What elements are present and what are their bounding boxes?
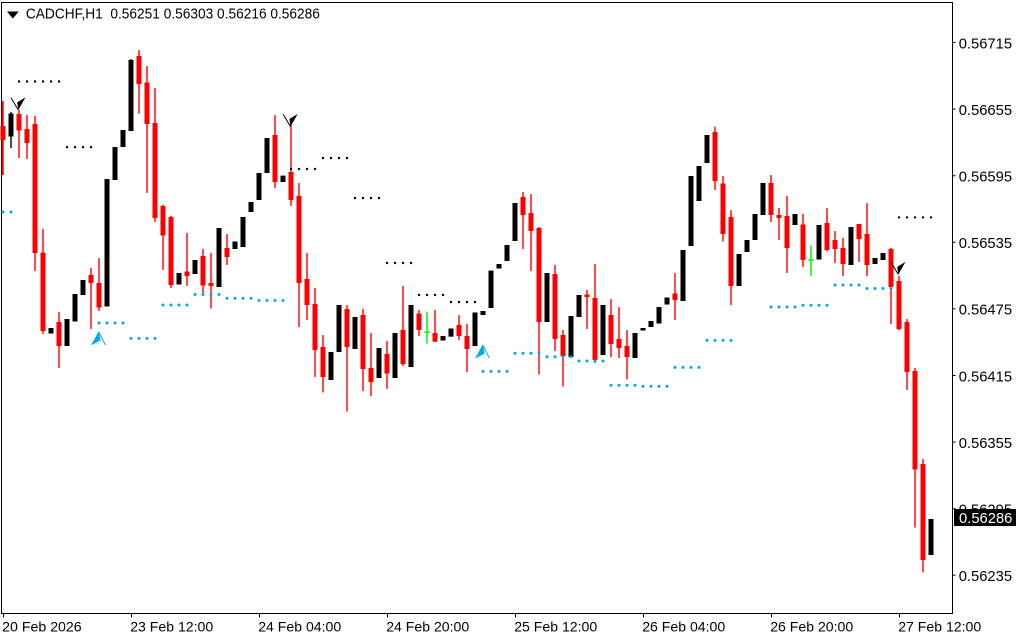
svg-text:0.56286: 0.56286: [959, 511, 1012, 527]
svg-text:23 Feb 12:00: 23 Feb 12:00: [130, 619, 213, 635]
svg-text:20 Feb 2026: 20 Feb 2026: [2, 619, 82, 635]
svg-text:27 Feb 12:00: 27 Feb 12:00: [898, 619, 981, 635]
svg-text:26 Feb 20:00: 26 Feb 20:00: [770, 619, 853, 635]
svg-text:CADCHF,H1 0.56251 0.56303 0.5: CADCHF,H1 0.56251 0.56303 0.56216 0.5628…: [26, 7, 320, 23]
svg-text:0.56655: 0.56655: [959, 103, 1012, 119]
svg-text:0.56235: 0.56235: [959, 569, 1012, 585]
svg-text:0.56355: 0.56355: [959, 436, 1012, 452]
svg-text:24 Feb 20:00: 24 Feb 20:00: [386, 619, 469, 635]
svg-text:0.56475: 0.56475: [959, 303, 1012, 319]
svg-text:24 Feb 04:00: 24 Feb 04:00: [258, 619, 341, 635]
svg-text:25 Feb 12:00: 25 Feb 12:00: [514, 619, 597, 635]
svg-text:0.56415: 0.56415: [959, 369, 1012, 385]
svg-text:0.56595: 0.56595: [959, 170, 1012, 186]
svg-text:0.56535: 0.56535: [959, 236, 1012, 252]
svg-text:0.56715: 0.56715: [959, 36, 1012, 52]
svg-text:26 Feb 04:00: 26 Feb 04:00: [642, 619, 725, 635]
